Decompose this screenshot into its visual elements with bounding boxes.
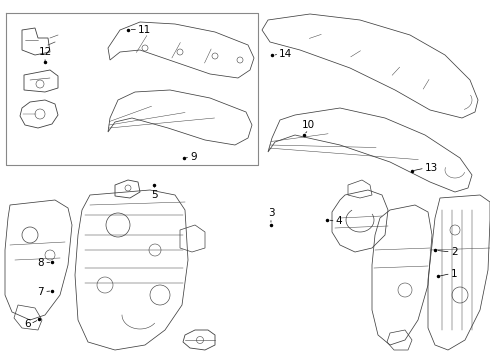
- Text: 14: 14: [279, 49, 293, 59]
- Text: 2: 2: [451, 247, 458, 257]
- Text: 5: 5: [151, 190, 158, 200]
- Text: 9: 9: [190, 152, 197, 162]
- Text: 7: 7: [37, 287, 44, 297]
- Text: 10: 10: [302, 120, 315, 130]
- Text: 8: 8: [37, 258, 44, 268]
- Text: 4: 4: [336, 216, 343, 226]
- Text: 3: 3: [268, 208, 274, 218]
- Text: 13: 13: [425, 163, 438, 173]
- Text: 11: 11: [138, 24, 151, 35]
- Text: 1: 1: [451, 269, 458, 279]
- Text: 6: 6: [24, 319, 30, 329]
- Text: 12: 12: [38, 47, 52, 57]
